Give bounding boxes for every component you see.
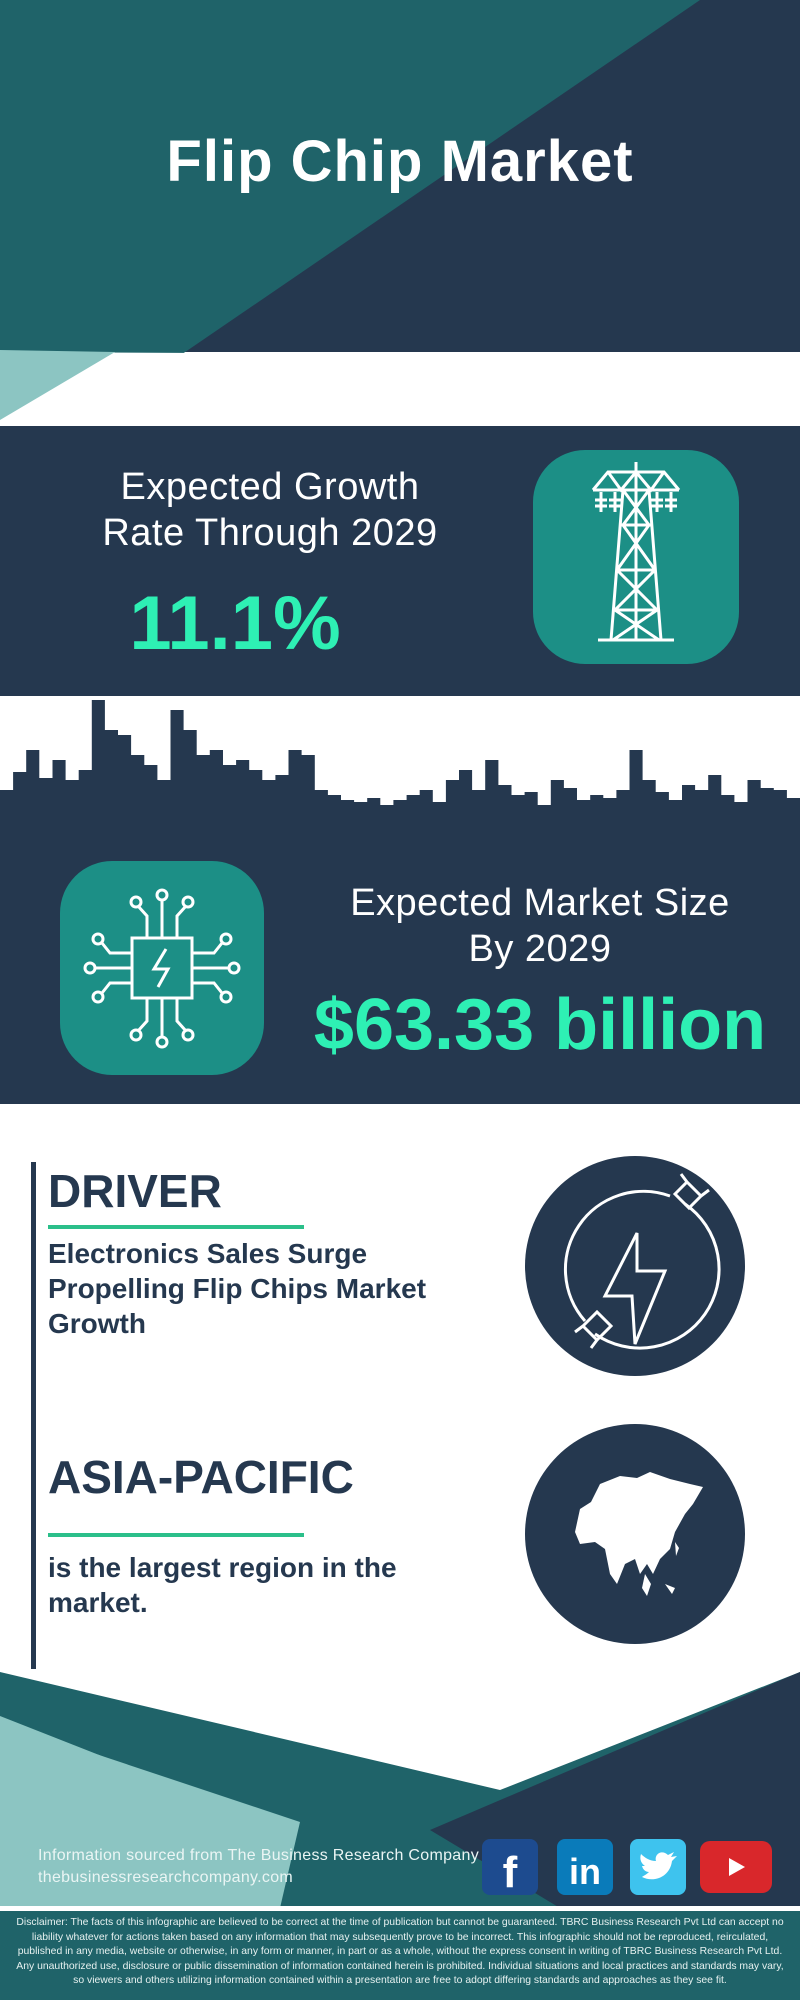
region-heading: ASIA-PACIFIC <box>48 1451 354 1503</box>
asia-map-icon <box>525 1424 745 1644</box>
svg-text:in: in <box>569 1851 601 1892</box>
region-accent-bar <box>31 1444 36 1669</box>
driver-heading: DRIVER <box>48 1165 222 1217</box>
svg-text:f: f <box>503 1848 518 1895</box>
market-size-label: Expected Market Size By 2029 <box>300 880 780 972</box>
disclaimer: Disclaimer: The facts of this infographi… <box>16 1917 784 1986</box>
market-size-value: $63.33 billion <box>313 985 767 1065</box>
circuit-chip-icon <box>60 861 264 1075</box>
youtube-icon[interactable] <box>700 1841 772 1893</box>
region-underline <box>48 1533 304 1537</box>
twitter-icon[interactable] <box>630 1839 686 1895</box>
transmission-tower-icon <box>533 450 739 664</box>
growth-label-line1: Expected Growth <box>120 466 420 508</box>
driver-text: Electronics Sales Surge Propelling Flip … <box>48 1238 427 1339</box>
driver-accent-bar <box>31 1162 36 1447</box>
market-size-label-line1: Expected Market Size <box>350 882 730 924</box>
growth-label: Expected Growth Rate Through 2029 <box>60 464 480 556</box>
page-title: Flip Chip Market <box>166 129 634 194</box>
header-background <box>0 0 800 430</box>
growth-value: 11.1% <box>129 581 341 666</box>
source-line: Information sourced from The Business Re… <box>38 1847 479 1864</box>
driver-underline <box>48 1225 304 1229</box>
website-link[interactable]: thebusinessresearchcompany.com <box>38 1869 294 1886</box>
linkedin-icon[interactable]: in <box>557 1839 613 1895</box>
city-skyline <box>0 700 800 850</box>
growth-label-line2: Rate Through 2029 <box>102 512 438 554</box>
facebook-icon[interactable]: f <box>482 1839 538 1897</box>
power-plug-bolt-icon <box>525 1156 745 1376</box>
market-size-label-line2: By 2029 <box>468 928 612 970</box>
region-text: is the largest region in the market. <box>48 1552 397 1618</box>
